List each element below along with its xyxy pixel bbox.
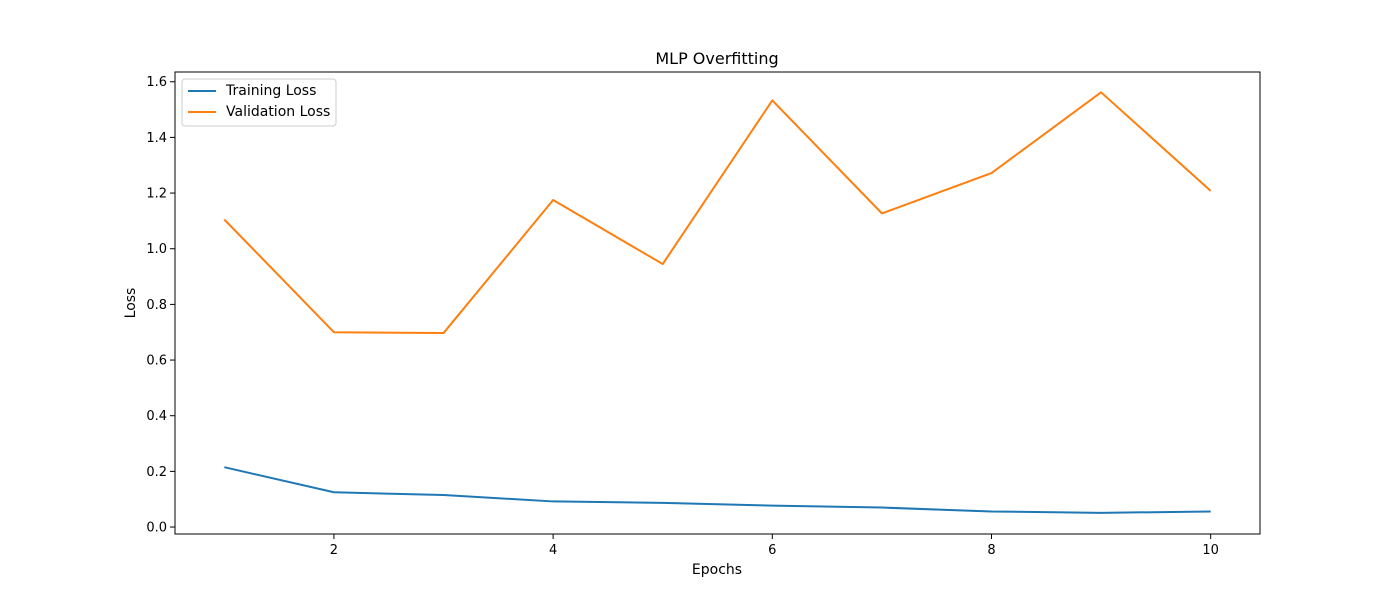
data-point-training-loss — [881, 507, 883, 509]
y-tick-label: 0.4 — [146, 409, 167, 424]
y-tick-label: 0.8 — [146, 298, 167, 313]
y-tick-label: 1.6 — [146, 75, 167, 90]
data-point-training-loss — [662, 502, 664, 504]
series-line-training-loss — [224, 466, 1211, 514]
x-tick-label: 6 — [768, 543, 776, 558]
y-tick-label: 1.0 — [146, 242, 167, 257]
data-point-training-loss — [990, 510, 992, 512]
data-point-training-loss — [1210, 510, 1212, 512]
legend-label-training-loss: Training Loss — [225, 83, 316, 99]
data-point-validation-loss — [662, 263, 664, 265]
legend: Training Loss Validation Loss — [181, 78, 337, 127]
data-point-validation-loss — [1210, 190, 1212, 192]
data-point-training-loss — [223, 466, 225, 468]
y-tick-label: 0.6 — [146, 354, 167, 369]
data-point-training-loss — [333, 491, 335, 493]
x-axis-label: Epochs — [692, 562, 742, 578]
x-tick-label: 2 — [330, 543, 338, 558]
y-tick-label: 0.2 — [146, 465, 167, 480]
data-point-validation-loss — [771, 99, 773, 101]
y-axis-label: Loss — [123, 288, 139, 319]
data-point-validation-loss — [1100, 91, 1102, 93]
y-tick-label: 1.4 — [146, 131, 167, 146]
x-axis: 2 4 6 8 10 — [330, 534, 1219, 558]
x-tick-label: 10 — [1202, 543, 1219, 558]
legend-box — [181, 78, 337, 127]
data-point-training-loss — [552, 500, 554, 502]
series-line-validation-loss — [223, 91, 1212, 335]
legend-label-validation-loss: Validation Loss — [226, 104, 330, 120]
x-tick-label: 8 — [987, 543, 995, 558]
chart-title: MLP Overfitting — [655, 49, 778, 68]
data-point-validation-loss — [552, 199, 554, 201]
data-point-validation-loss — [881, 212, 883, 214]
data-point-validation-loss — [223, 219, 225, 221]
x-tick-label: 4 — [549, 543, 557, 558]
data-point-training-loss — [771, 505, 773, 507]
data-point-validation-loss — [443, 332, 445, 334]
data-point-training-loss — [443, 494, 445, 496]
y-axis: 0.0 0.2 0.4 0.6 0.8 1.0 1.2 1.4 1.6 — [146, 75, 175, 536]
y-tick-label: 0.0 — [146, 521, 167, 536]
data-point-validation-loss — [990, 172, 992, 174]
series-lines — [223, 91, 1212, 514]
data-point-training-loss — [1100, 512, 1102, 514]
y-tick-label: 1.2 — [146, 187, 167, 202]
data-point-validation-loss — [333, 331, 335, 333]
plot-area — [174, 71, 1261, 535]
